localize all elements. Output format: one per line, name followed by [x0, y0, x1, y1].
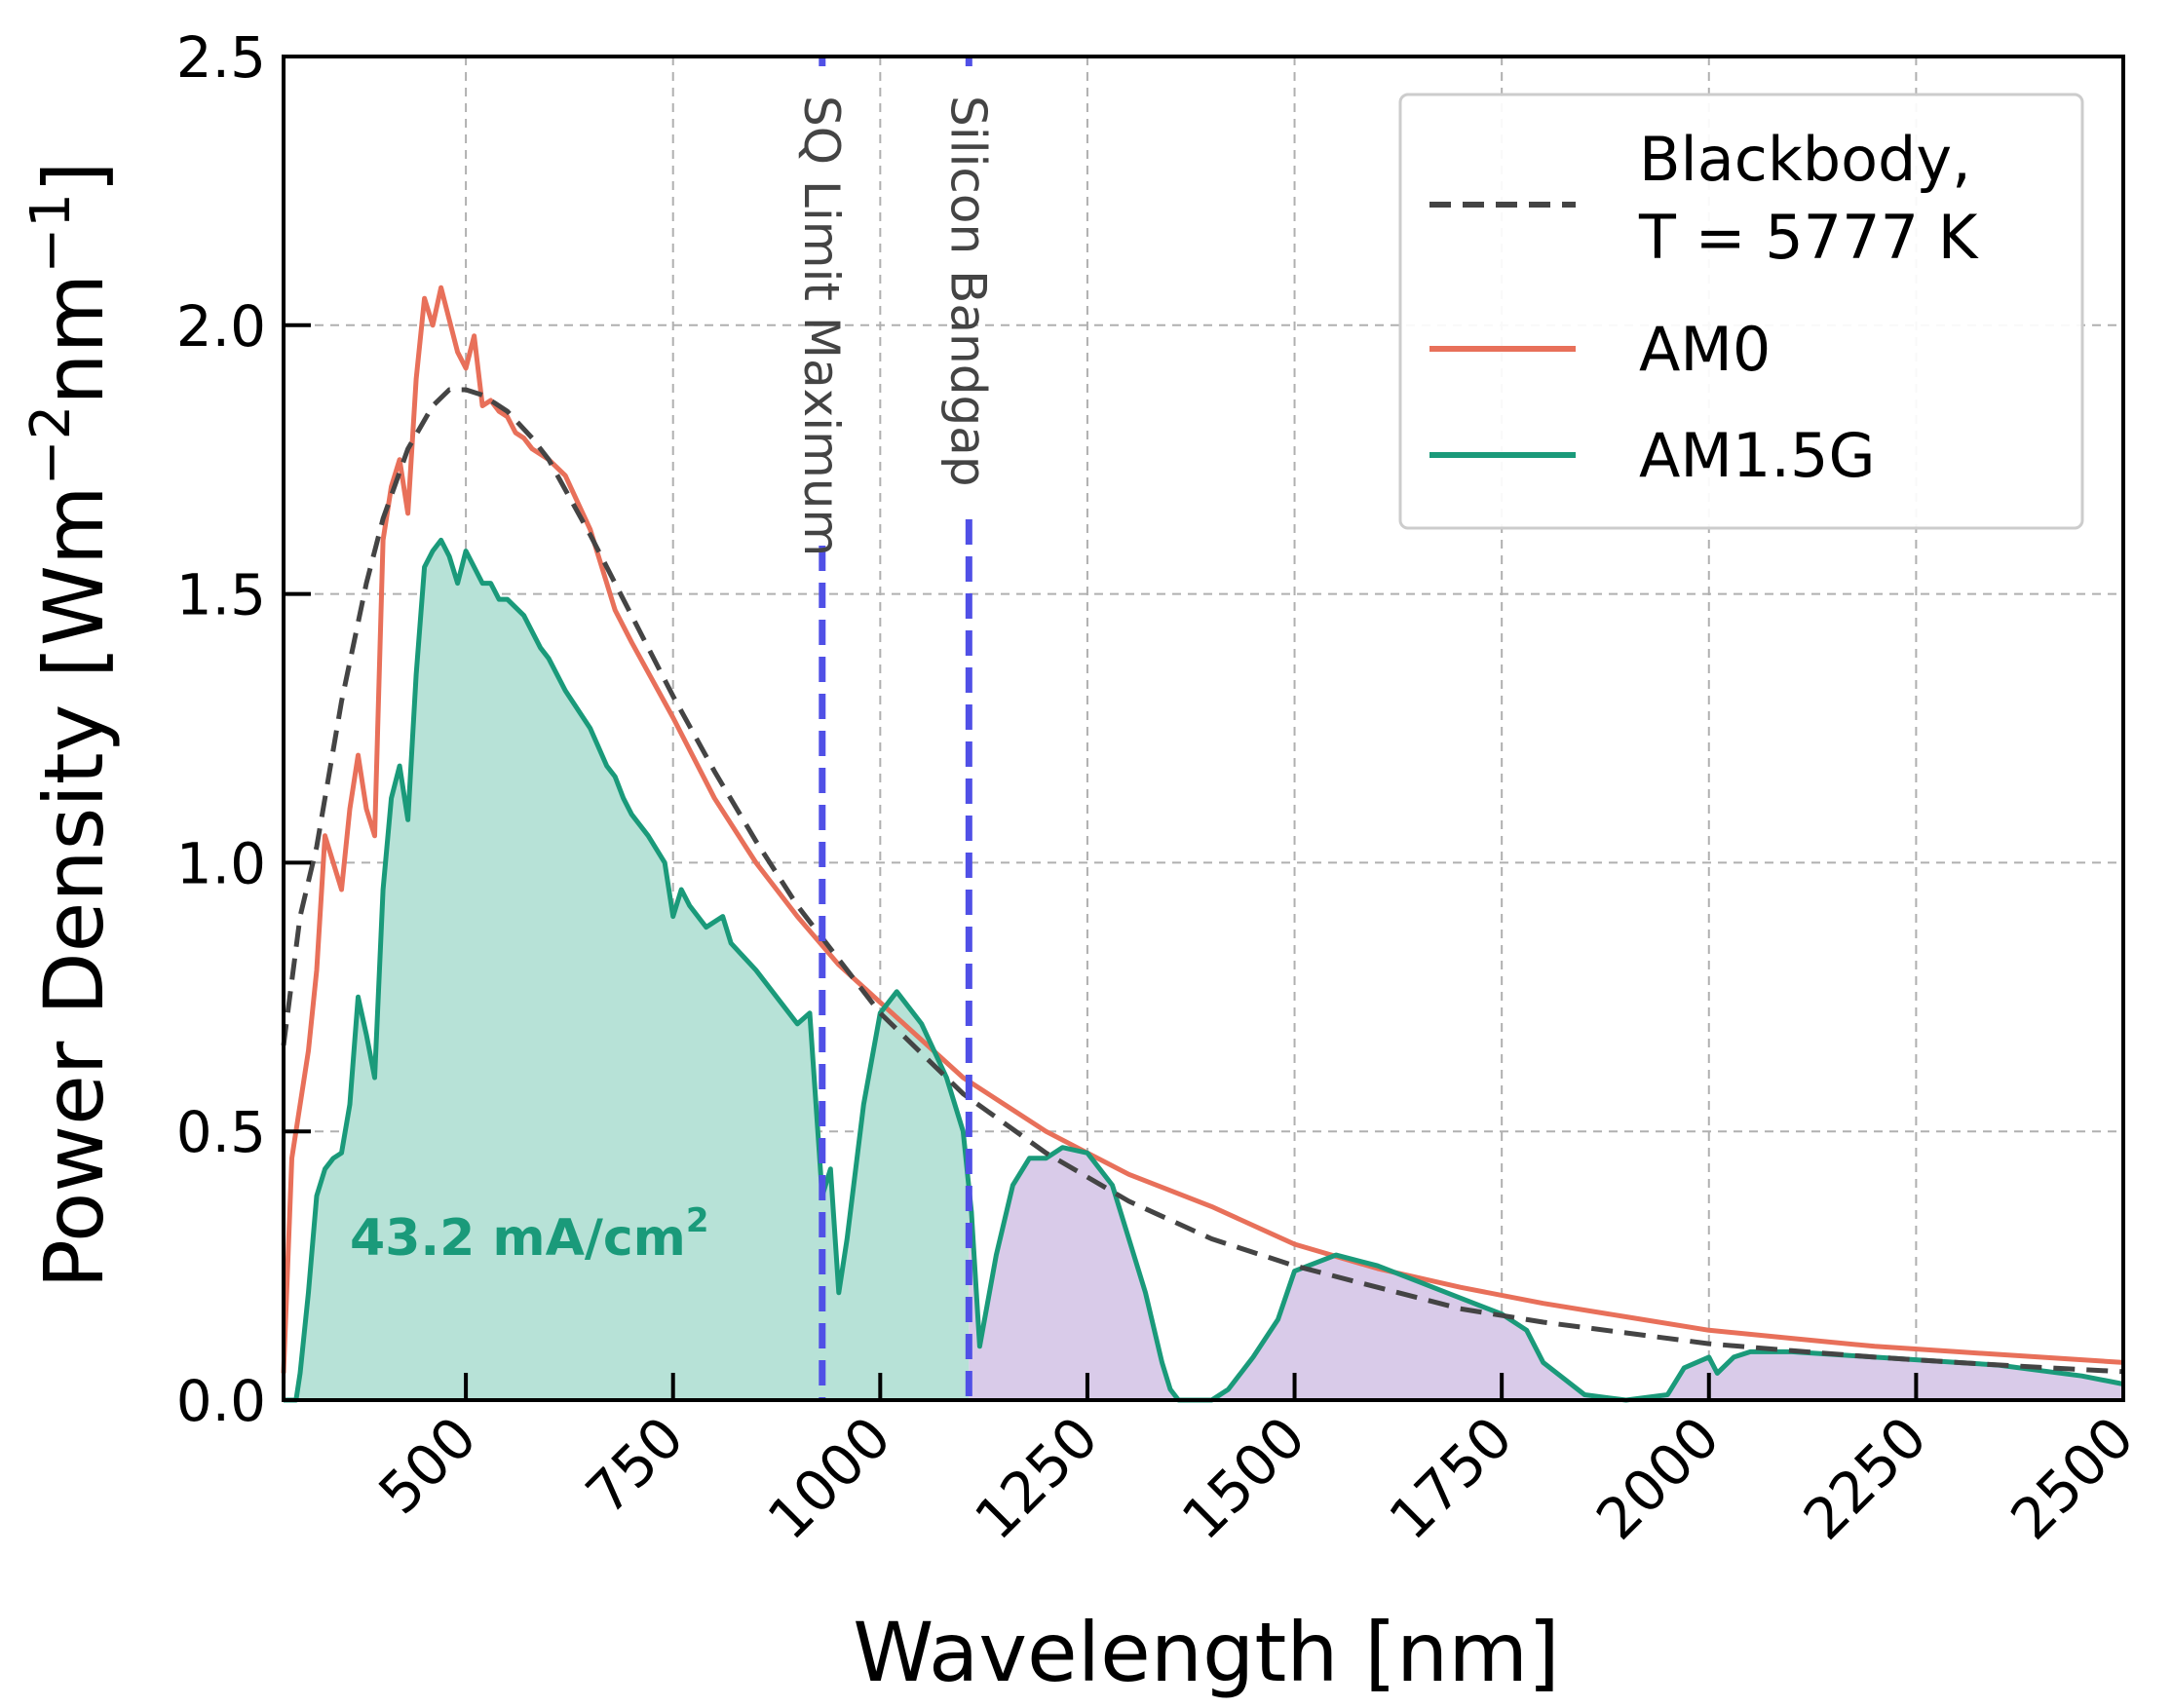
y-axis-label-sup2: −1 — [19, 193, 83, 274]
am0-line — [281, 285, 2124, 1374]
y-axis-label-sup1: −2 — [19, 405, 83, 486]
annotation-text: 43.2 mA/cm — [350, 1209, 686, 1268]
shaded-region-0 — [284, 540, 970, 1400]
annotation-sup: 2 — [686, 1201, 709, 1240]
vline-label-1: Silicon Bandgap — [939, 95, 996, 487]
legend-label-am0: AM0 — [1639, 314, 1771, 385]
y-axis-label-end: ] — [26, 161, 122, 193]
x-tick-label-1: 750 — [573, 1404, 696, 1527]
blackbody-line — [281, 387, 2124, 1375]
legend-label-am15g: AM1.5G — [1639, 420, 1876, 491]
x-tick-label-3: 1250 — [962, 1404, 1110, 1552]
x-tick-label-4: 1500 — [1169, 1404, 1317, 1552]
series-lines — [281, 285, 2124, 1403]
y-tick-label-5: 2.5 — [176, 24, 266, 91]
legend-label-blackbody-line2: T = 5777 K — [1638, 202, 1979, 273]
x-tick-label-8: 2500 — [1998, 1404, 2146, 1552]
x-tick-label-0: 500 — [366, 1404, 489, 1527]
shaded-region-1 — [969, 1147, 2123, 1400]
reference-lines: SQ Limit Maximum Silicon Bandgap — [793, 57, 996, 1400]
vline-label-0: SQ Limit Maximum — [793, 95, 850, 556]
x-tick-label-6: 2000 — [1583, 1404, 1732, 1552]
x-tick-label-5: 1750 — [1377, 1404, 1525, 1552]
annotation-current-density: 43.2 mA/cm2 — [350, 1201, 709, 1268]
legend-label-blackbody-line1: Blackbody, — [1639, 124, 1971, 195]
y-tick-label-0: 0.0 — [176, 1368, 266, 1434]
y-axis-label: Power Density [Wm−2nm−1] — [19, 161, 122, 1288]
x-tick-label-2: 1000 — [755, 1404, 903, 1552]
x-tick-label-7: 2250 — [1791, 1404, 1939, 1552]
x-axis-label: Wavelength [nm] — [853, 1605, 1560, 1700]
y-tick-label-4: 2.0 — [176, 293, 266, 360]
plot-frame — [282, 55, 2125, 1402]
am15g-line — [284, 537, 2124, 1403]
y-tick-label-3: 1.5 — [176, 562, 266, 628]
y-tick-label-1: 0.5 — [176, 1099, 266, 1165]
legend: Blackbody, T = 5777 K AM0 AM1.5G — [1398, 93, 2084, 530]
shaded-regions — [284, 540, 2123, 1400]
y-tick-label-2: 1.0 — [176, 830, 266, 896]
y-axis-label-mid: nm — [26, 274, 122, 405]
y-axis-label-main: Power Density [Wm — [26, 485, 122, 1288]
